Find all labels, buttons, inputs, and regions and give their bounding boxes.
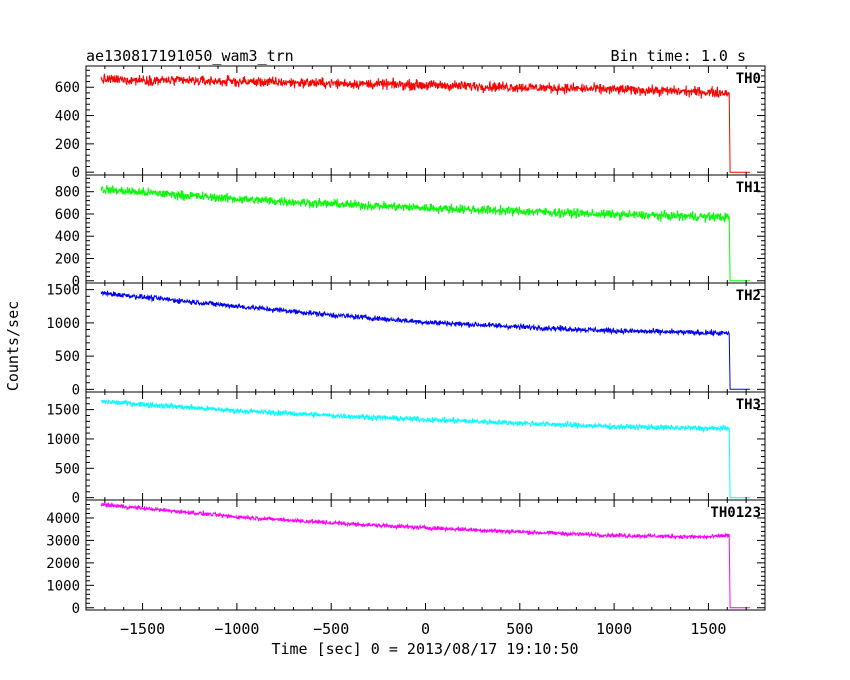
bin-time-label: Bin time: 1.0 s	[611, 47, 746, 65]
x-tick-label: 1500	[690, 620, 726, 638]
y-tick-label: 400	[55, 229, 80, 245]
y-tick-label: 2000	[46, 556, 80, 572]
channel-label: TH2	[736, 288, 761, 304]
y-tick-label: 0	[72, 382, 80, 398]
channel-label: TH1	[736, 180, 761, 196]
x-tick-label: −1500	[120, 620, 165, 638]
y-tick-label: 600	[55, 207, 80, 223]
x-tick-label: −500	[313, 620, 349, 638]
y-tick-label: 1500	[46, 283, 80, 299]
y-tick-label: 1000	[46, 578, 80, 594]
y-tick-label: 0	[72, 491, 80, 507]
y-tick-label: 0	[72, 274, 80, 290]
channel-label: TH0	[736, 71, 761, 87]
x-tick-label: −1000	[214, 620, 259, 638]
y-tick-label: 200	[55, 137, 80, 153]
channel-label: TH0123	[710, 505, 761, 521]
y-tick-label: 400	[55, 109, 80, 125]
x-tick-label: 500	[506, 620, 533, 638]
panel-frame	[85, 282, 766, 393]
y-tick-label: 1000	[46, 432, 80, 448]
panel-frame	[85, 499, 766, 611]
y-tick-label: 4000	[46, 511, 80, 527]
x-tick-label: 0	[421, 620, 430, 638]
y-tick-label: 1000	[46, 316, 80, 332]
panel-frame	[85, 174, 766, 284]
x-axis-label: Time [sec] 0 = 2013/08/17 19:10:50	[271, 640, 578, 658]
y-axis-label: Counts/sec	[4, 301, 22, 391]
panel-th2: 0 500 1000 1500 TH2	[46, 282, 766, 398]
series-line-th1	[100, 184, 750, 282]
y-tick-label: 200	[55, 252, 80, 268]
y-tick-label: 800	[55, 185, 80, 201]
series-line-th2	[100, 290, 750, 390]
panels: 0 200 400 600 TH0 0 200 400 600 800 TH1 0 500 1000 150…	[46, 65, 766, 638]
y-tick-label: 0	[72, 601, 80, 617]
y-tick-label: 3000	[46, 533, 80, 549]
panel-th3: 0 500 1000 1500 TH3	[46, 391, 766, 507]
panel-th1: 0 200 400 600 800 TH1	[55, 174, 766, 290]
y-tick-label: 1500	[46, 403, 80, 419]
channel-label: TH3	[736, 397, 761, 413]
y-tick-label: 0	[72, 165, 80, 181]
series-line-th0	[100, 73, 750, 173]
y-tick-label: 600	[55, 80, 80, 96]
y-tick-label: 500	[55, 349, 80, 365]
panel-th0: 0 200 400 600 TH0	[55, 65, 766, 181]
x-tick-label: 1000	[596, 620, 632, 638]
series-line-th3	[100, 399, 750, 499]
figure-title: ae130817191050_wam3_trn	[86, 47, 294, 65]
y-tick-label: 500	[55, 461, 80, 477]
series-line-th0123	[100, 501, 750, 609]
panel-th0123: 0 1000 2000 3000 4000 TH0123	[46, 499, 766, 617]
panel-frame	[85, 391, 766, 501]
